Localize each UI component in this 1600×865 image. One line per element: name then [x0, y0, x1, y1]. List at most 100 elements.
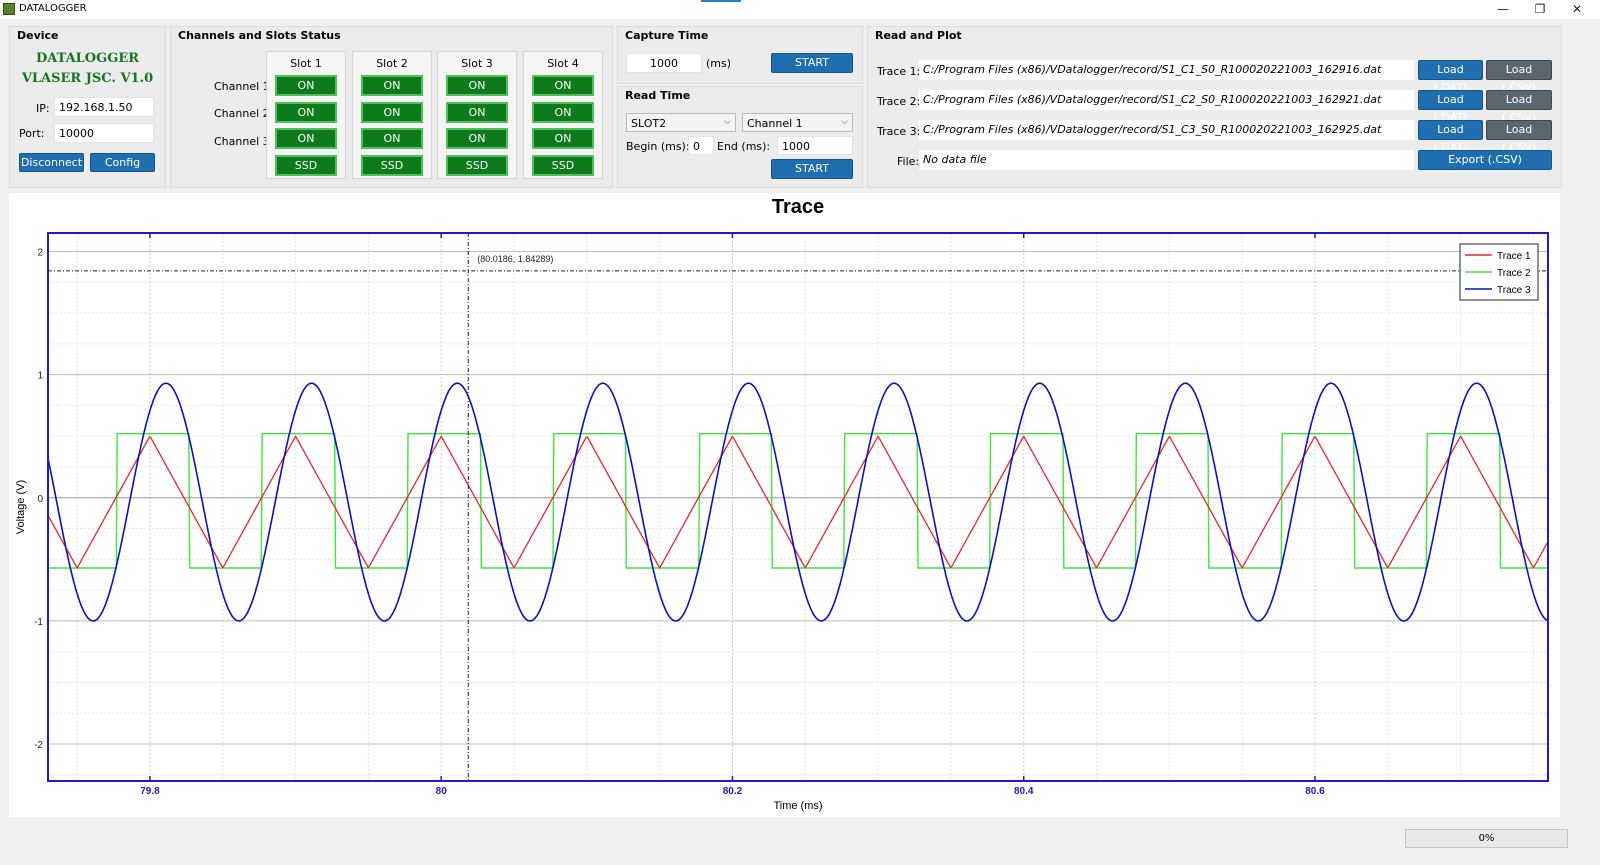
trace3-label: Trace 3:: [877, 125, 921, 138]
slot4-channel1-status[interactable]: ON: [532, 75, 594, 96]
begin-label: Begin (ms):: [626, 140, 690, 153]
legend-label: Trace 2: [1497, 268, 1531, 279]
slot-column-1: Slot 1 ON ON ON SSD: [266, 51, 346, 179]
device-group-title: Device: [17, 29, 59, 42]
slot-column-4: Slot 4 ON ON ON SSD: [523, 51, 603, 179]
slot3-channel3-status[interactable]: ON: [446, 128, 508, 149]
trace2-path-field[interactable]: C:/Program Files (x86)/VDatalogger/recor…: [919, 90, 1414, 110]
slot-column-3: Slot 3 ON ON ON SSD: [437, 51, 517, 179]
slot1-channel2-status[interactable]: ON: [275, 102, 337, 123]
slot4-channel2-status[interactable]: ON: [532, 102, 594, 123]
slot-header: Slot 3: [461, 57, 493, 70]
x-tick-label: 80.6: [1305, 786, 1325, 797]
slot3-ssd-status[interactable]: SSD: [446, 155, 508, 176]
slot-header: Slot 2: [376, 57, 408, 70]
read-plot-group-title: Read and Plot: [875, 29, 962, 42]
channel-select-value: Channel 1: [747, 117, 803, 130]
slot3-channel1-status[interactable]: ON: [446, 75, 508, 96]
ip-field[interactable]: 192.168.1.50: [54, 97, 154, 117]
channel-label-3: Channel 3: [214, 135, 270, 148]
legend-label: Trace 1: [1497, 251, 1531, 262]
read-start-button[interactable]: START: [771, 159, 853, 179]
slot4-channel3-status[interactable]: ON: [532, 128, 594, 149]
port-label: Port:: [19, 127, 45, 140]
slot1-ssd-status[interactable]: SSD: [275, 155, 337, 176]
legend-label: Trace 3: [1497, 285, 1531, 296]
file-label: File:: [897, 155, 920, 168]
slot-header: Slot 4: [547, 57, 579, 70]
y-tick-label: 0: [37, 494, 43, 505]
series-trace-1: [47, 434, 1549, 570]
read-time-group-title: Read Time: [625, 89, 691, 102]
progress-bar: 0%: [1405, 829, 1568, 848]
minimize-icon[interactable]: —: [1497, 2, 1509, 16]
export-csv-button[interactable]: Export (.CSV): [1418, 150, 1552, 170]
begin-field[interactable]: 0: [688, 136, 714, 155]
slot2-channel3-status[interactable]: ON: [361, 128, 423, 149]
trace1-path-field[interactable]: C:/Program Files (x86)/VDatalogger/recor…: [919, 60, 1414, 80]
x-tick-label: 80: [436, 786, 448, 797]
trace2-load-csv-button[interactable]: Load (.CSV): [1486, 90, 1552, 124]
end-field[interactable]: 1000: [777, 136, 853, 155]
read-plot-group: Read and Plot Trace 1: C:/Program Files …: [867, 26, 1562, 188]
title-bar: DATALOGGER — ❐ ✕: [0, 0, 1600, 19]
channels-group: Channels and Slots Status Channel 1 Chan…: [170, 26, 613, 188]
disconnect-button[interactable]: Disconnect: [19, 153, 84, 172]
ip-label: IP:: [36, 102, 50, 115]
capture-start-button[interactable]: START: [771, 53, 853, 73]
slot-select-value: SLOT2: [631, 117, 667, 130]
capture-unit-label: (ms): [706, 57, 732, 70]
plot-frame: [47, 232, 1549, 782]
chevron-down-icon: ⌵: [841, 117, 848, 127]
cursor-readout: (80.0186, 1.84289): [477, 254, 553, 264]
x-tick-label: 80.4: [1014, 786, 1034, 797]
y-tick-label: 1: [37, 371, 43, 382]
app-icon: [3, 3, 15, 15]
slot1-channel1-status[interactable]: ON: [275, 75, 337, 96]
x-tick-label: 80.2: [723, 786, 743, 797]
window-title: DATALOGGER: [19, 3, 87, 14]
device-name: DATALOGGER: [35, 51, 140, 66]
capture-group: Capture Time 1000 (ms) START: [617, 26, 863, 84]
chevron-down-icon: ⌵: [724, 117, 731, 127]
slot-select[interactable]: SLOT2 ⌵: [626, 113, 736, 132]
channels-group-title: Channels and Slots Status: [178, 29, 341, 42]
x-tick-label: 79.8: [140, 786, 160, 797]
device-group: Device DATALOGGER VLASER JSC. V1.0 IP: 1…: [9, 26, 166, 188]
channel-label-2: Channel 2: [214, 107, 270, 120]
series-trace-2: [48, 433, 1548, 569]
y-tick-label: 2: [37, 247, 43, 258]
slot1-channel3-status[interactable]: ON: [275, 128, 337, 149]
y-tick-label: -1: [34, 617, 43, 628]
progress-text: 0%: [1478, 833, 1495, 844]
series-trace-3: [47, 382, 1549, 622]
trace1-label: Trace 1:: [877, 65, 921, 78]
slot4-ssd-status[interactable]: SSD: [532, 155, 594, 176]
y-axis-label: Voltage (V): [15, 480, 27, 534]
chart-title: Trace: [772, 196, 824, 218]
slot2-channel2-status[interactable]: ON: [361, 102, 423, 123]
slot2-channel1-status[interactable]: ON: [361, 75, 423, 96]
trace2-label: Trace 2:: [877, 95, 921, 108]
read-time-group: Read Time SLOT2 ⌵ Channel 1 ⌵ Begin (ms)…: [617, 86, 863, 188]
port-field[interactable]: 10000: [54, 123, 154, 143]
slot2-ssd-status[interactable]: SSD: [361, 155, 423, 176]
slot3-channel2-status[interactable]: ON: [446, 102, 508, 123]
end-label: End (ms):: [717, 140, 771, 153]
title-accent: [701, 0, 741, 2]
device-version: VLASER JSC. V1.0: [21, 71, 154, 86]
channel-label-1: Channel 1: [214, 80, 270, 93]
trace3-path-field[interactable]: C:/Program Files (x86)/VDatalogger/recor…: [919, 120, 1414, 140]
capture-group-title: Capture Time: [625, 29, 709, 42]
slot-column-2: Slot 2 ON ON ON SSD: [352, 51, 432, 179]
file-field[interactable]: No data file: [919, 150, 1414, 170]
close-icon[interactable]: ✕: [1571, 2, 1583, 16]
restore-icon[interactable]: ❐: [1534, 2, 1546, 16]
slot-header: Slot 1: [290, 57, 322, 70]
channel-select[interactable]: Channel 1 ⌵: [742, 113, 853, 132]
x-axis-label: Time (ms): [773, 800, 822, 812]
y-tick-label: -2: [34, 740, 43, 751]
capture-time-field[interactable]: 1000: [626, 53, 702, 73]
config-button[interactable]: Config: [90, 153, 155, 172]
